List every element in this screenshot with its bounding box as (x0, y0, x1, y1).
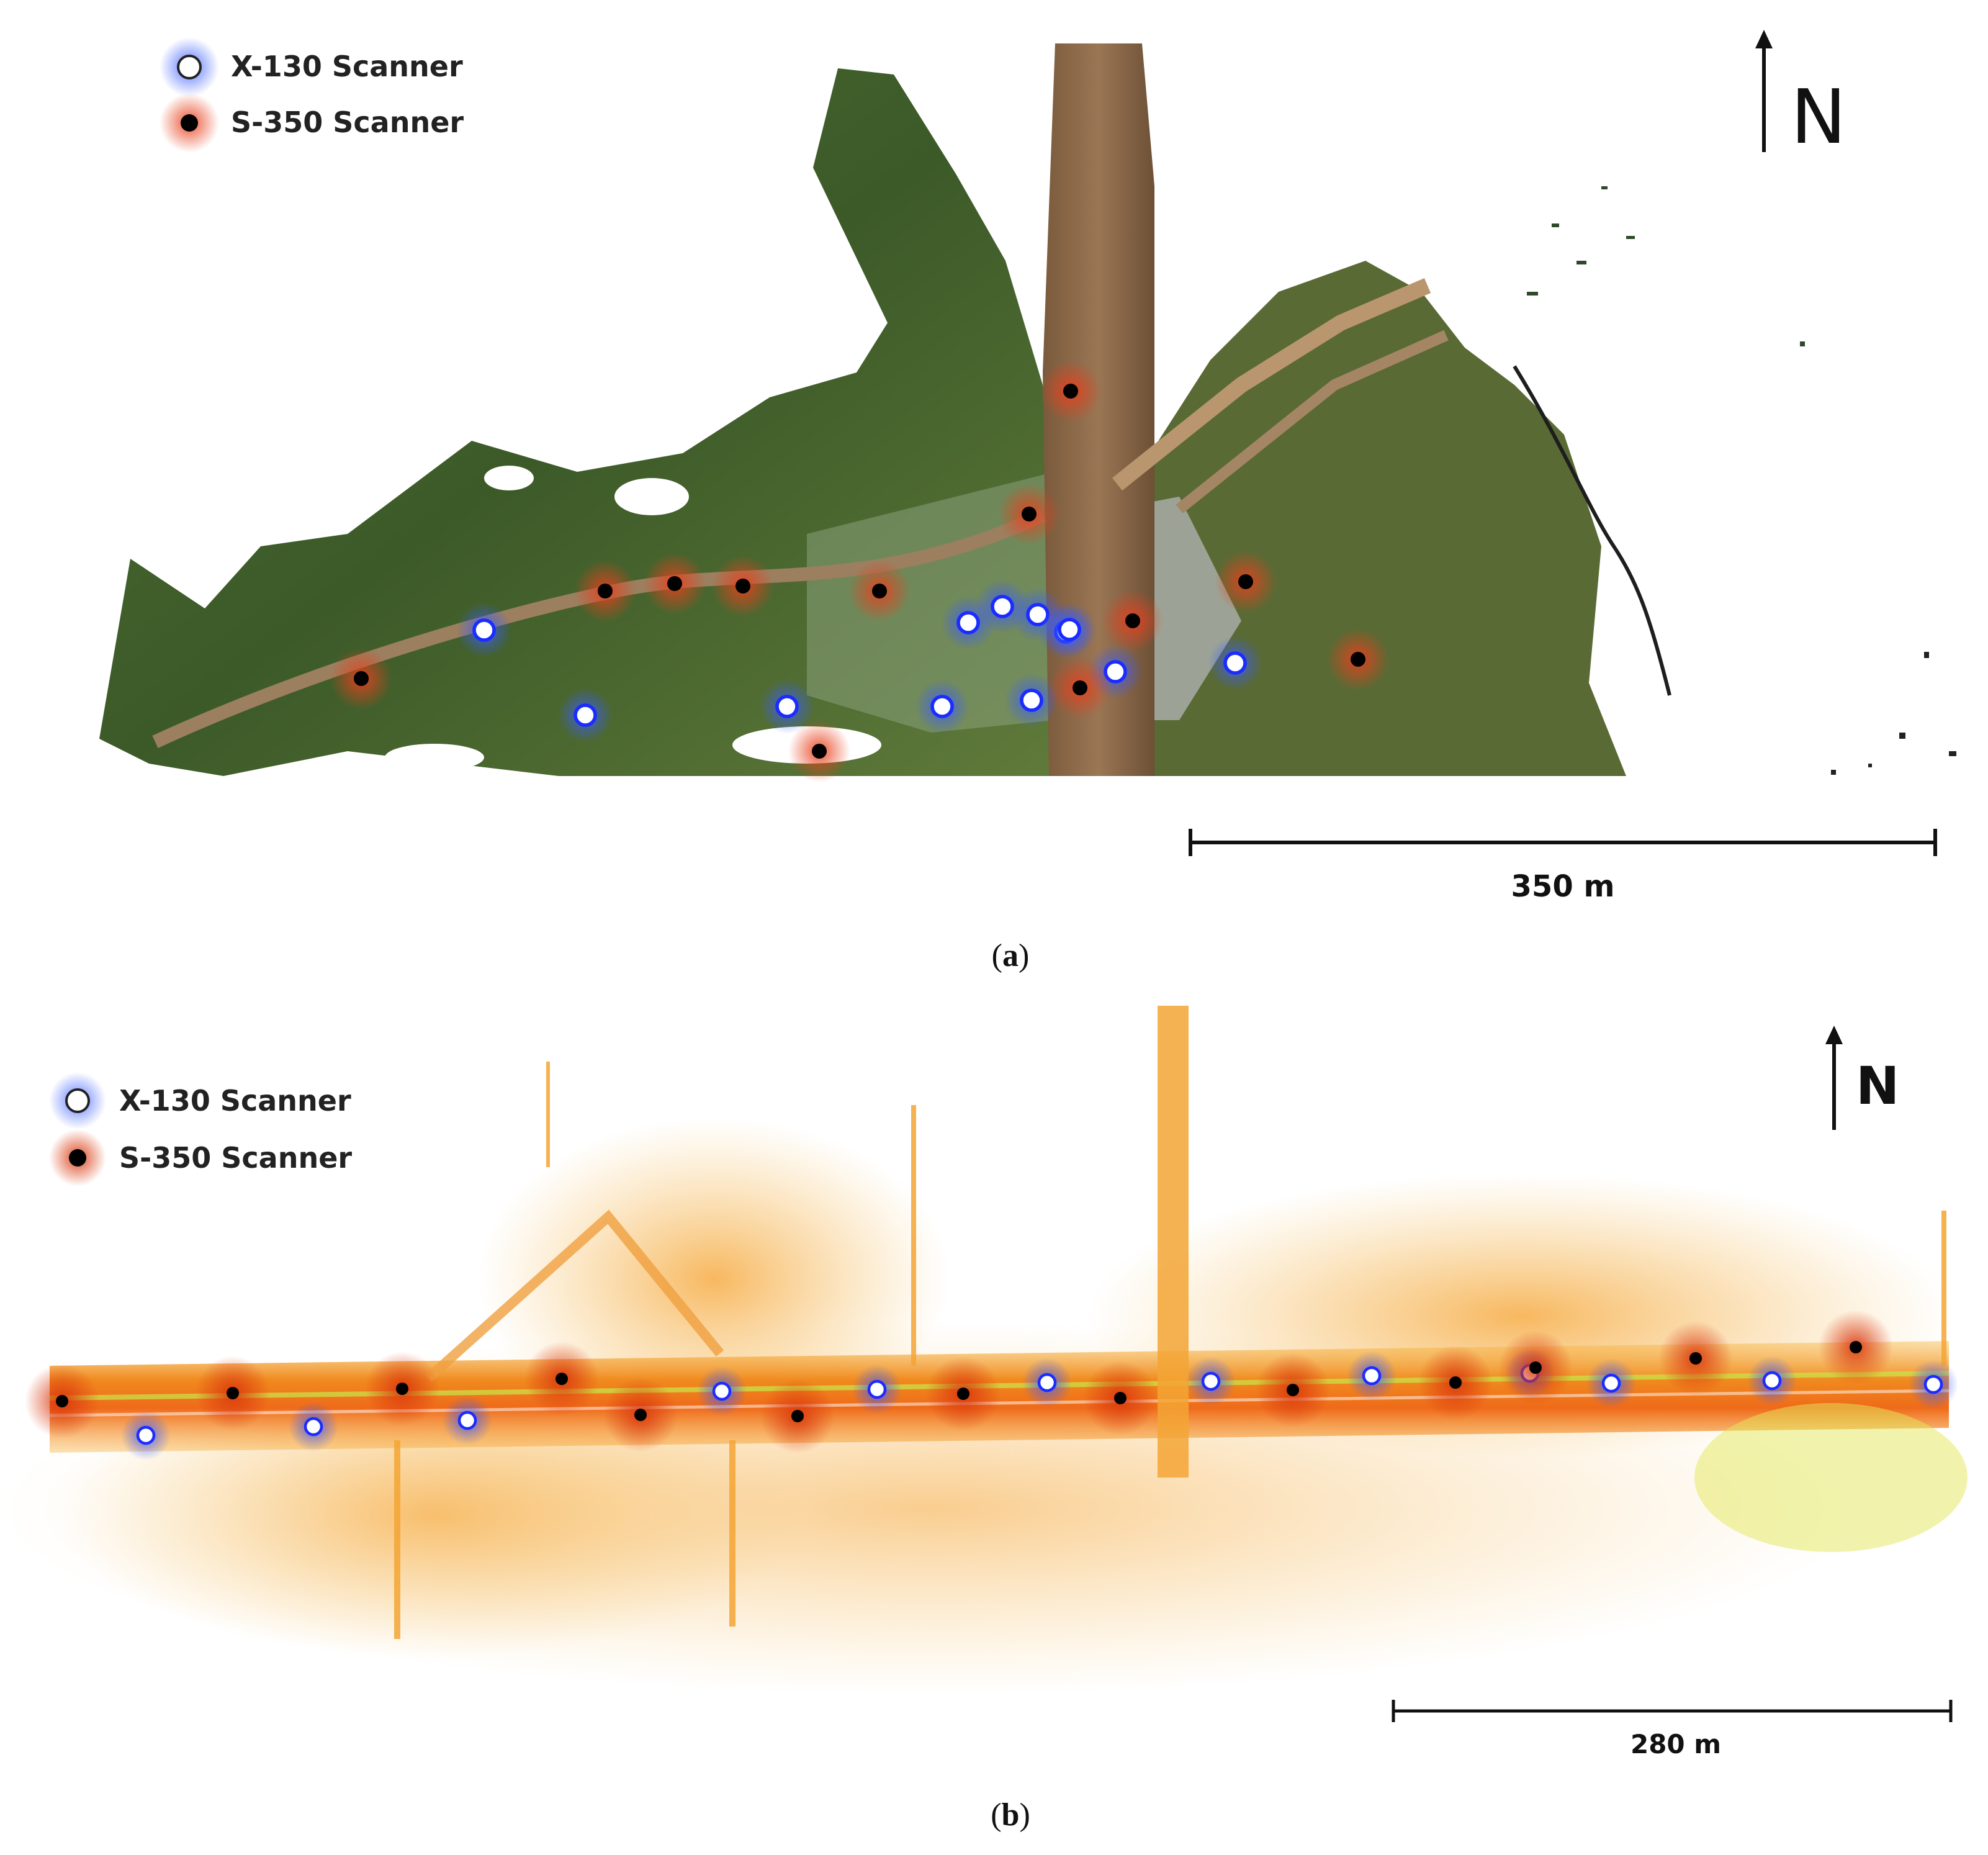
x130-scanner-marker (1042, 602, 1097, 657)
s350-scanner-marker (998, 483, 1060, 545)
road-east (1112, 278, 1431, 491)
s350-scanner-marker (1102, 590, 1164, 652)
s350-scanner-marker (926, 1356, 1001, 1431)
legend-label-x130: X-130 Scanner (231, 50, 463, 83)
s350-scanner-marker (25, 1364, 99, 1438)
x130-scanner-marker (443, 1396, 492, 1445)
panel-b: X-130 Scanner S-350 Scanner N 280 m (b) (0, 931, 1988, 1855)
s350-scanner-marker (603, 1378, 678, 1452)
s350-scanner-marker (196, 1356, 270, 1430)
panel-a: X-130 Scanner S-350 Scanner N 350 m (a) (99, 30, 1956, 973)
x130-scanner-marker (915, 679, 969, 734)
x130-scanner-marker (1208, 636, 1262, 690)
legend-label-s350: S-350 Scanner (119, 1141, 353, 1175)
s350-scanner-marker (644, 553, 706, 615)
ridge-line (425, 1209, 724, 1382)
x130-scanner-marker (457, 603, 511, 657)
s350-scanner-marker (1658, 1321, 1733, 1396)
s350-scanner-marker (1040, 360, 1102, 422)
s350-scanner-marker (848, 560, 911, 622)
x130-scanner-marker (1004, 673, 1059, 728)
x130-scanner-marker (558, 688, 613, 742)
panel-b-map (0, 1006, 1968, 1695)
s350-scanner-marker (1049, 657, 1111, 719)
x130-scanner-marker (1747, 1356, 1797, 1406)
s350-scanner-marker (1327, 628, 1389, 690)
north-label: N (1791, 74, 1846, 161)
north-label: N (1856, 1055, 1900, 1116)
s350-scanner-marker (574, 560, 636, 622)
legend-label-x130: X-130 Scanner (119, 1084, 351, 1117)
caption-b: (b) (991, 1797, 1030, 1833)
s350-scanner-marker (788, 720, 850, 782)
s350-scanner-marker (760, 1379, 835, 1453)
panel-a-map (99, 43, 1956, 782)
x130-scanner-marker (1586, 1358, 1636, 1408)
s350-scanner-marker (1256, 1353, 1330, 1427)
s350-scanner-marker (524, 1342, 599, 1416)
x130-scanner-marker (1347, 1351, 1397, 1401)
s350-scanner-marker (1498, 1330, 1573, 1405)
s350-scanner-marker (712, 555, 774, 617)
x130-scanner-marker (289, 1402, 338, 1451)
s350-scanner-marker (1083, 1361, 1158, 1435)
x130-scanner-marker (697, 1366, 747, 1416)
x130-scanner-marker (1022, 1358, 1072, 1407)
legend-label-s350: S-350 Scanner (231, 106, 464, 139)
x130-scanner-marker (121, 1410, 171, 1460)
s350-scanner-marker (365, 1352, 439, 1426)
s350-scanner-marker (1215, 551, 1277, 613)
cliff-line (1513, 365, 1671, 696)
s350-scanner-marker (1418, 1345, 1493, 1420)
x130-scanner-marker (1186, 1356, 1236, 1406)
s350-scanner-marker (330, 648, 392, 710)
x130-scanner-marker (852, 1365, 902, 1414)
x130-scanner-marker (760, 679, 814, 734)
scale-label: 280 m (1630, 1729, 1722, 1759)
scale-label: 350 m (1511, 869, 1615, 904)
s350-scanner-marker (1819, 1310, 1893, 1384)
caption-a: (a) (991, 938, 1030, 973)
x130-scanner-marker (1909, 1360, 1958, 1409)
